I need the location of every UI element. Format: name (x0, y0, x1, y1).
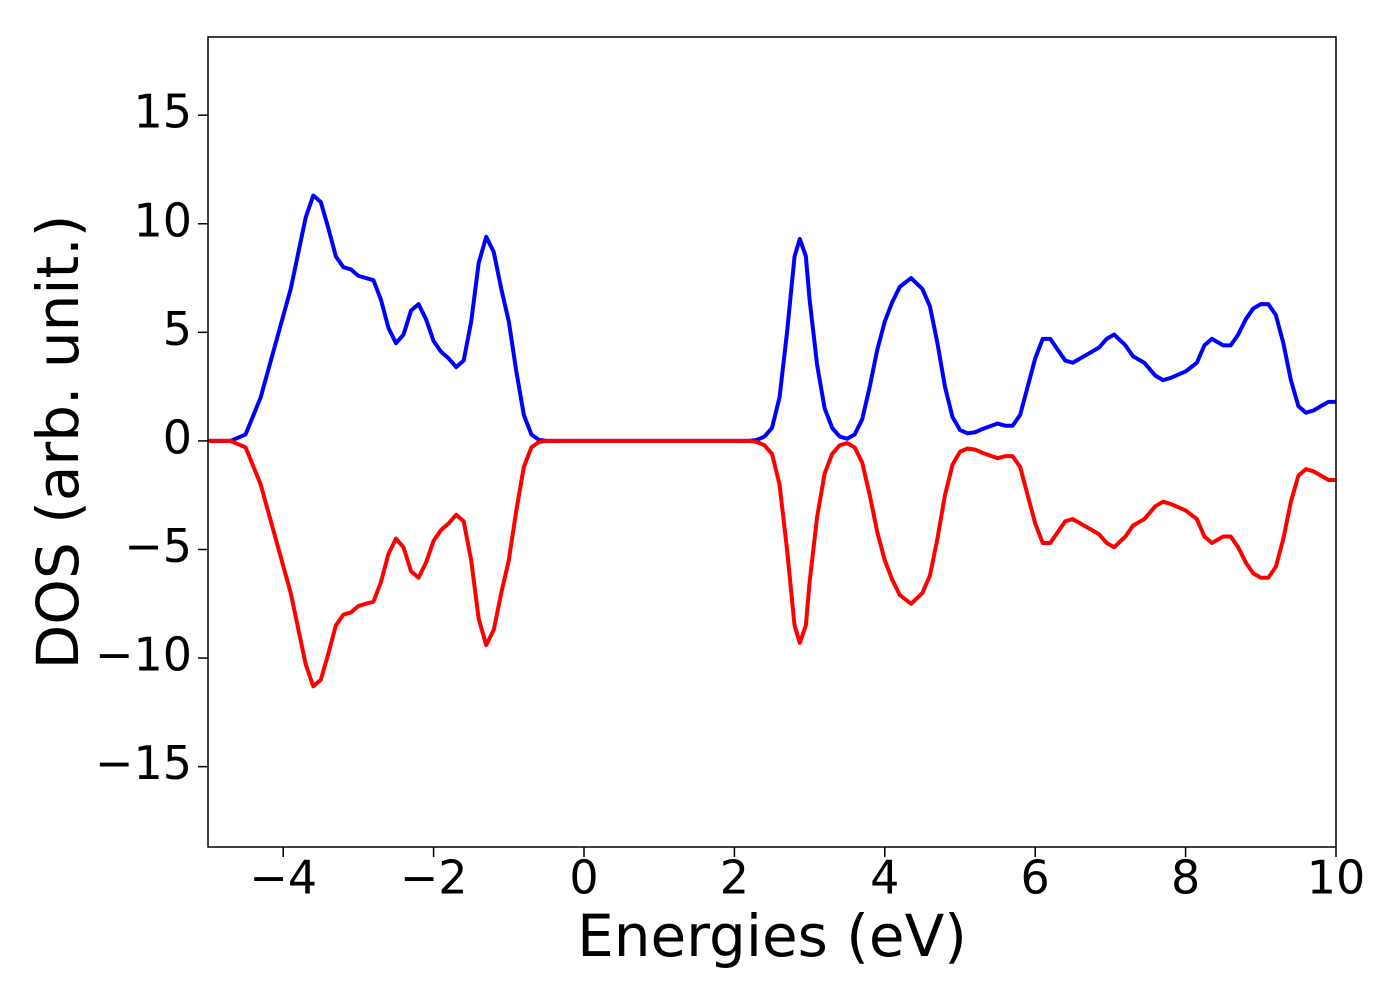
x-tick-label: 0 (569, 851, 598, 905)
y-tick-label: 10 (133, 193, 192, 247)
y-tick-label: 0 (163, 410, 192, 464)
x-tick-label: 10 (1307, 851, 1366, 905)
x-tick-label: 8 (1171, 851, 1200, 905)
x-tick-label: −2 (400, 851, 468, 905)
y-tick-label: 15 (133, 85, 192, 139)
x-tick-label: 6 (1021, 851, 1050, 905)
plot-frame (207, 36, 1337, 848)
x-tick-label: 4 (870, 851, 899, 905)
x-tick-label: 2 (720, 851, 749, 905)
y-axis-label: DOS (arb. unit.) (24, 215, 92, 670)
y-tick-label: 5 (163, 302, 192, 356)
dos-line (208, 438, 1336, 689)
dos-line (208, 193, 1336, 443)
y-tick-label: −5 (124, 519, 192, 573)
x-tick-label: −4 (249, 851, 317, 905)
y-tick-label: −10 (95, 628, 192, 682)
x-axis-label: Energies (eV) (577, 902, 967, 970)
y-tick-label: −15 (95, 736, 192, 790)
